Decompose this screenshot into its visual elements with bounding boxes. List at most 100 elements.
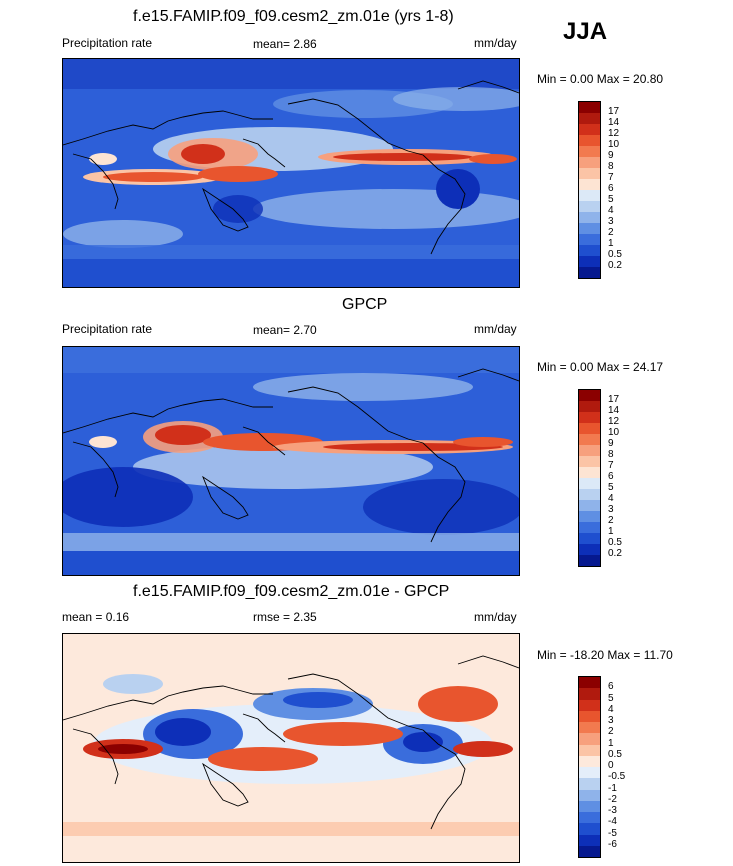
colorbar-tick-label: 8 [608,449,614,460]
colorbar-tick-label: 5 [608,194,614,205]
colorbar-tick-label: 1 [608,737,614,749]
panel1-colorbar [578,101,601,279]
colorbar-swatch [579,157,600,168]
colorbar-swatch [579,146,600,157]
colorbar-swatch [579,168,600,179]
colorbar-tick-label: 17 [608,106,620,117]
panel3-minmax: Min = -18.20 Max = 11.70 [537,648,673,662]
panel2-mean: mean= 2.70 [253,323,317,337]
colorbar-tick-label: -4 [608,816,617,828]
colorbar-tick-label: 6 [608,681,614,693]
panel3-units: mm/day [474,610,517,624]
colorbar-swatch [579,467,600,478]
colorbar-tick-label: 7 [608,460,614,471]
colorbar-swatch [579,555,600,566]
colorbar-swatch [579,511,600,522]
colorbar-tick-label: 5 [608,482,614,493]
colorbar-tick-label: 3 [608,216,614,227]
colorbar-tick-label: 4 [608,493,614,504]
colorbar-swatch [579,445,600,456]
colorbar-tick-label: 1 [608,238,614,249]
colorbar-swatch [579,113,600,124]
panel3-colorbar [578,676,601,858]
colorbar-tick-label: -2 [608,793,617,805]
colorbar-swatch [579,412,600,423]
colorbar-tick-label: -0.5 [608,771,626,783]
panel3-title: f.e15.FAMIP.f09_f09.cesm2_zm.01e - GPCP [133,583,450,600]
colorbar-swatch [579,223,600,234]
colorbar-swatch [579,778,600,790]
colorbar-swatch [579,755,600,767]
colorbar-swatch [579,544,600,555]
panel1-map [62,58,520,288]
panel2-units: mm/day [474,322,517,336]
colorbar-swatch [579,190,600,201]
colorbar-swatch [579,733,600,745]
colorbar-tick-label: 9 [608,438,614,449]
colorbar-swatch [579,744,600,756]
colorbar-swatch [579,256,600,267]
colorbar-tick-label: 2 [608,726,614,738]
colorbar-swatch [579,478,600,489]
colorbar-swatch [579,688,600,700]
colorbar-tick-label: 3 [608,504,614,515]
colorbar-tick-label: 2 [608,515,614,526]
panel1-map-field [63,59,519,287]
colorbar-tick-label: 12 [608,128,620,139]
panel2-title: GPCP [342,296,388,313]
colorbar-tick-label: 3 [608,715,614,726]
colorbar-swatch [579,533,600,544]
colorbar-swatch [579,489,600,500]
colorbar-tick-label: 17 [608,394,620,405]
panel2-minmax: Min = 0.00 Max = 24.17 [537,360,664,374]
panel2-left-label: Precipitation rate [62,322,153,336]
colorbar-swatch [579,456,600,467]
colorbar-tick-label: 7 [608,172,614,183]
panel1-mean: mean= 2.86 [253,37,317,51]
panel3-colorbar-ticks: 6 5 4 3 2 1 0.5 0 -0.5 -1 -2 -3 -4 -5 -6 [608,676,648,856]
colorbar-swatch [579,710,600,722]
colorbar-tick-label: 6 [608,183,614,194]
colorbar-tick-label: 2 [608,227,614,238]
colorbar-swatch [579,390,600,401]
panel2-colorbar-ticks: 17 14 12 10 9 8 7 6 5 4 3 2 1 0.5 0.2 [608,389,648,565]
colorbar-tick-label: 0 [608,760,614,771]
colorbar-tick-label: 14 [608,405,620,416]
colorbar-tick-label: 14 [608,117,620,128]
colorbar-swatch [579,245,600,256]
colorbar-tick-label: 0.5 [608,249,622,260]
panel1-left-label: Precipitation rate [62,36,153,50]
colorbar-swatch [579,434,600,445]
colorbar-swatch [579,677,600,689]
colorbar-tick-label: 8 [608,161,614,172]
colorbar-swatch [579,102,600,113]
panel1-title: f.e15.FAMIP.f09_f09.cesm2_zm.01e (yrs 1-… [133,8,454,25]
colorbar-swatch [579,699,600,711]
colorbar-swatch [579,423,600,434]
colorbar-tick-label: -1 [608,782,617,794]
colorbar-swatch [579,722,600,734]
colorbar-tick-label: 6 [608,471,614,482]
panel2-colorbar [578,389,601,567]
panel3-map-field [63,634,519,862]
colorbar-tick-label: 10 [608,427,620,438]
panel2-map-field [63,347,519,575]
panel3-map [62,633,520,863]
colorbar-tick-label: 4 [608,703,614,715]
colorbar-tick-label: 5 [608,692,614,704]
colorbar-tick-label: 4 [608,205,614,216]
panel3-mean: mean = 0.16 [62,610,130,624]
panel2-map [62,346,520,576]
colorbar-swatch [579,823,600,835]
colorbar-tick-label: -3 [608,805,617,816]
colorbar-tick-label: 9 [608,150,614,161]
colorbar-swatch [579,135,600,146]
colorbar-swatch [579,500,600,511]
panel1-colorbar-ticks: 17 14 12 10 9 8 7 6 5 4 3 2 1 0.5 0.2 [608,101,648,277]
colorbar-tick-label: 0.5 [608,748,622,760]
colorbar-swatch [579,234,600,245]
colorbar-swatch [579,789,600,801]
panel3-rmse: rmse = 2.35 [253,610,317,624]
colorbar-tick-label: -5 [608,827,617,839]
colorbar-tick-label: -6 [608,838,617,850]
